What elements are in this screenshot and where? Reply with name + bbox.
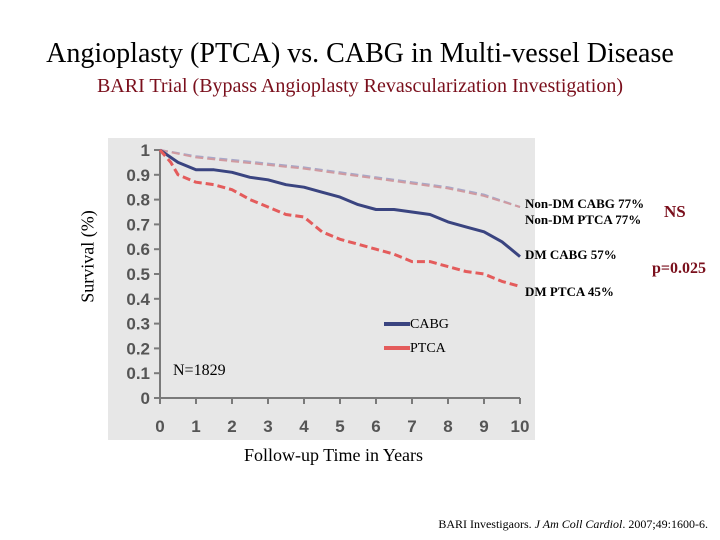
y-axis-title: Survival (%) xyxy=(77,210,98,303)
x-tick-label: 6 xyxy=(371,417,380,436)
x-tick-label: 1 xyxy=(191,417,200,436)
annotation-ns: NS xyxy=(664,202,686,221)
annotation-dm-cabg: DM CABG 57% xyxy=(525,247,617,262)
y-tick-label: 1 xyxy=(141,141,150,160)
x-axis-title: Follow-up Time in Years xyxy=(244,445,424,465)
series-line-nondm-ptca xyxy=(159,149,521,208)
series-line-nondm-cabg xyxy=(159,149,521,208)
y-tick-label: 0.3 xyxy=(126,315,150,334)
y-axis: 0 0.1 0.2 0.3 0.4 0.5 0.6 0.7 0.8 0.9 1 xyxy=(126,141,161,408)
x-tick-label: 4 xyxy=(299,417,309,436)
x-tick-label: 0 xyxy=(155,417,164,436)
legend-swatches xyxy=(384,322,410,350)
y-tick-label: 0 xyxy=(141,389,150,408)
x-tick-label: 8 xyxy=(443,417,452,436)
series-line-dm-ptca xyxy=(158,149,521,288)
annotation-p-value: p=0.025 xyxy=(652,260,707,277)
x-tick-label: 5 xyxy=(335,417,344,436)
y-tick-label: 0.2 xyxy=(126,339,150,358)
sample-size-label: N=1829 xyxy=(173,362,226,379)
y-tick-label: 0.1 xyxy=(126,364,150,383)
x-tick-label: 9 xyxy=(479,417,488,436)
x-tick-label: 2 xyxy=(227,417,236,436)
series-layer xyxy=(158,148,521,288)
citation-authors: BARI Investigaors. xyxy=(438,517,535,531)
x-tick-label: 7 xyxy=(407,417,416,436)
y-tick-label: 0.5 xyxy=(126,265,150,284)
series-line-dm-cabg xyxy=(159,148,521,258)
legend-label-ptca: PTCA xyxy=(410,341,446,356)
citation: BARI Investigaors. J Am Coll Cardiol. 20… xyxy=(438,517,708,532)
y-tick-label: 0.4 xyxy=(126,290,150,309)
x-axis: 0 1 2 3 4 5 6 7 8 9 10 xyxy=(155,397,530,436)
annotation-dm-ptca: DM PTCA 45% xyxy=(525,284,614,299)
y-tick-label: 0.6 xyxy=(126,240,150,259)
annotation-nondm-cabg: Non-DM CABG 77% xyxy=(525,196,645,211)
plot-panel xyxy=(108,138,535,440)
citation-journal: J Am Coll Cardiol xyxy=(534,517,623,531)
x-tick-label: 10 xyxy=(511,417,530,436)
y-tick-label: 0.7 xyxy=(126,215,150,234)
chart-title: Angioplasty (PTCA) vs. CABG in Multi-ves… xyxy=(46,38,674,69)
x-tick-label: 3 xyxy=(263,417,272,436)
y-tick-label: 0.8 xyxy=(126,191,150,210)
legend-label-cabg: CABG xyxy=(410,317,449,332)
y-tick-label: 0.9 xyxy=(126,166,150,185)
citation-rest: . 2007;49:1600-6. xyxy=(622,517,708,531)
chart-subtitle: BARI Trial (Bypass Angioplasty Revascula… xyxy=(96,75,624,97)
annotation-nondm-ptca: Non-DM PTCA 77% xyxy=(525,212,642,227)
